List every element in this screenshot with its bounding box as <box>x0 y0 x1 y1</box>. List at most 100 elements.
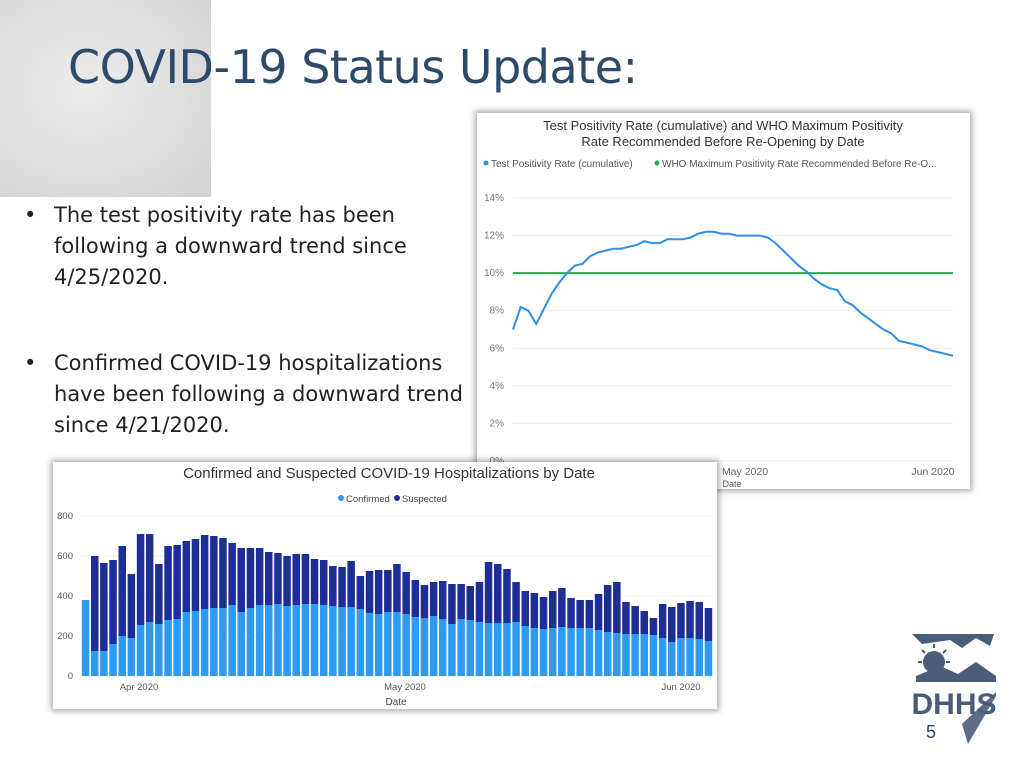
bar-confirmed <box>457 619 465 676</box>
bar-suspected <box>393 564 401 612</box>
bar-confirmed <box>136 625 145 676</box>
bar-confirmed <box>549 628 557 676</box>
bar-suspected <box>356 576 365 609</box>
y-tick-label: 2% <box>490 418 505 429</box>
bar-confirmed <box>668 642 676 676</box>
bar-confirmed <box>704 641 713 676</box>
bar-confirmed <box>292 605 300 676</box>
bar-confirmed <box>173 619 181 676</box>
x-tick-label: Jun 2020 <box>911 466 954 478</box>
bar-suspected <box>365 571 374 613</box>
bar-suspected <box>91 556 99 651</box>
bar-confirmed <box>494 623 502 676</box>
bar-suspected <box>402 572 410 614</box>
bar-suspected <box>475 582 484 622</box>
bar-suspected <box>191 539 200 611</box>
bar-confirmed <box>145 622 154 676</box>
bar-suspected <box>649 618 658 635</box>
legend-marker-suspected <box>394 495 400 501</box>
chart-title: Confirmed and Suspected COVID-19 Hospita… <box>183 465 595 482</box>
bar-confirmed <box>274 604 282 676</box>
bar-suspected <box>411 580 420 617</box>
bar-confirmed <box>320 605 328 676</box>
hospitalization-chart-card: Confirmed and Suspected COVID-19 Hospita… <box>53 462 717 709</box>
bar-suspected <box>484 562 493 623</box>
bar-confirmed <box>530 628 539 676</box>
bar-suspected <box>429 582 438 616</box>
bar-suspected <box>439 581 447 619</box>
bar-suspected <box>549 591 557 628</box>
bar-suspected <box>457 584 465 619</box>
bar-suspected <box>512 582 520 622</box>
bar-confirmed <box>466 620 474 676</box>
positivity-chart-card: Test Positivity Rate (cumulative) and WH… <box>477 113 970 489</box>
bar-confirmed <box>246 608 255 676</box>
bar-confirmed <box>475 622 484 676</box>
bar-confirmed <box>539 629 548 676</box>
bar-suspected <box>622 602 630 634</box>
y-tick-label: 0% <box>490 456 505 467</box>
bar-confirmed <box>81 600 90 676</box>
bar-suspected <box>686 601 694 638</box>
x-tick-label: May 2020 <box>722 466 768 478</box>
positivity-rate-line <box>512 230 954 357</box>
bar-confirmed <box>695 639 703 676</box>
bar-suspected <box>374 570 383 614</box>
bar-confirmed <box>484 623 493 676</box>
bar-suspected <box>173 545 181 619</box>
bar-suspected <box>338 567 346 607</box>
bar-suspected <box>567 598 575 628</box>
bar-suspected <box>503 569 511 623</box>
bar-suspected <box>384 570 392 612</box>
bar-confirmed <box>329 606 337 676</box>
x-tick-label: Jun 2020 <box>661 682 700 693</box>
bar-suspected <box>301 554 310 604</box>
bullet-positivity: The test positivity rate has been follow… <box>18 200 478 293</box>
bar-confirmed <box>200 609 209 676</box>
bar-suspected <box>677 603 685 638</box>
bar-suspected <box>668 607 676 642</box>
bar-confirmed <box>393 612 401 676</box>
bar-suspected <box>255 548 264 605</box>
bar-suspected <box>585 600 594 628</box>
bar-suspected <box>283 556 291 606</box>
bar-confirmed <box>384 612 392 676</box>
legend-label-confirmed: Confirmed <box>346 494 390 505</box>
bar-confirmed <box>127 638 136 676</box>
bar-suspected <box>658 604 667 638</box>
bar-confirmed <box>356 609 365 676</box>
x-axis-label: Date <box>722 479 741 489</box>
bar-suspected <box>448 584 456 624</box>
y-tick-label: 6% <box>490 343 505 354</box>
bar-suspected <box>576 600 584 628</box>
bar-confirmed <box>576 628 584 676</box>
bar-suspected <box>631 606 639 634</box>
bar-suspected <box>640 611 648 634</box>
bar-confirmed <box>613 633 621 676</box>
bar-suspected <box>292 554 300 605</box>
bar-confirmed <box>374 614 383 676</box>
bar-confirmed <box>338 607 346 676</box>
bar-suspected <box>603 585 612 632</box>
bar-confirmed <box>631 634 639 676</box>
y-tick-label: 800 <box>57 511 73 522</box>
bar-suspected <box>210 536 218 608</box>
bar-confirmed <box>658 638 667 676</box>
bar-suspected <box>155 564 163 624</box>
bar-confirmed <box>677 638 685 676</box>
bar-confirmed <box>100 651 108 676</box>
bar-confirmed <box>558 627 566 676</box>
bar-suspected <box>246 548 255 608</box>
bar-confirmed <box>310 604 319 676</box>
bar-confirmed <box>210 608 218 676</box>
bar-suspected <box>136 534 145 625</box>
bar-suspected <box>219 538 227 608</box>
y-tick-label: 14% <box>484 193 504 204</box>
legend-label-who: WHO Maximum Positivity Rate Recommended … <box>662 159 937 170</box>
bar-suspected <box>237 548 245 612</box>
y-tick-label: 4% <box>490 381 505 392</box>
bar-confirmed <box>155 624 163 676</box>
dhhs-logo-graphic: DHHS <box>911 634 997 744</box>
bar-suspected <box>265 552 273 605</box>
bar-confirmed <box>283 606 291 676</box>
